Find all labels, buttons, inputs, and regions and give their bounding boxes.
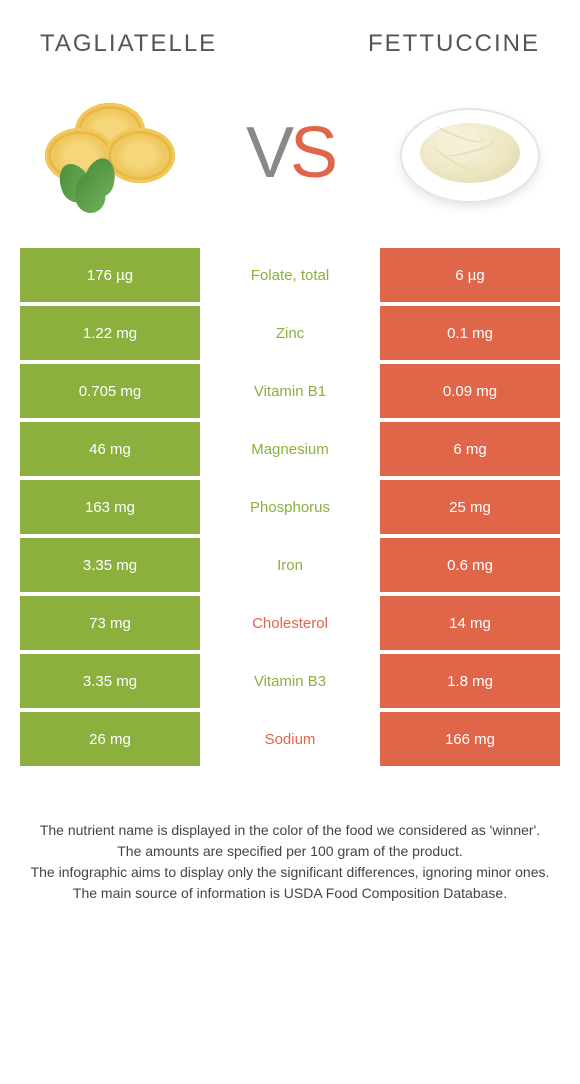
left-value-cell: 0.705 mg (20, 364, 200, 418)
footer-line-3: The infographic aims to display only the… (20, 862, 560, 883)
right-value-cell: 0.6 mg (380, 538, 560, 592)
hero-row: VS (0, 78, 580, 248)
nutrient-label-cell: Vitamin B1 (200, 364, 380, 418)
left-value-cell: 26 mg (20, 712, 200, 766)
left-value-cell: 46 mg (20, 422, 200, 476)
footer-line-2: The amounts are specified per 100 gram o… (20, 841, 560, 862)
right-value-cell: 14 mg (380, 596, 560, 650)
fettuccine-image (390, 88, 550, 218)
left-value-cell: 3.35 mg (20, 654, 200, 708)
left-value-cell: 3.35 mg (20, 538, 200, 592)
nutrient-label-cell: Phosphorus (200, 480, 380, 534)
right-value-cell: 6 mg (380, 422, 560, 476)
footer-notes: The nutrient name is displayed in the co… (0, 770, 580, 924)
header: Tagliatelle Fettuccine (0, 0, 580, 78)
right-food-title: Fettuccine (368, 30, 540, 58)
vs-v: V (246, 113, 290, 193)
table-row: 46 mgMagnesium6 mg (20, 422, 560, 476)
footer-line-4: The main source of information is USDA F… (20, 883, 560, 904)
right-value-cell: 6 µg (380, 248, 560, 302)
comparison-table: 176 µgFolate, total6 µg1.22 mgZinc0.1 mg… (0, 248, 580, 766)
vs-label: VS (246, 112, 334, 194)
nutrient-label-cell: Folate, total (200, 248, 380, 302)
table-row: 26 mgSodium166 mg (20, 712, 560, 766)
right-value-cell: 166 mg (380, 712, 560, 766)
tagliatelle-image (30, 88, 190, 218)
table-row: 3.35 mgIron0.6 mg (20, 538, 560, 592)
table-row: 3.35 mgVitamin B31.8 mg (20, 654, 560, 708)
right-value-cell: 25 mg (380, 480, 560, 534)
left-food-title: Tagliatelle (40, 30, 217, 58)
table-row: 176 µgFolate, total6 µg (20, 248, 560, 302)
right-value-cell: 1.8 mg (380, 654, 560, 708)
nutrient-label-cell: Cholesterol (200, 596, 380, 650)
nutrient-label-cell: Magnesium (200, 422, 380, 476)
vs-s: S (290, 113, 334, 193)
table-row: 163 mgPhosphorus25 mg (20, 480, 560, 534)
right-value-cell: 0.1 mg (380, 306, 560, 360)
footer-line-1: The nutrient name is displayed in the co… (20, 820, 560, 841)
left-value-cell: 1.22 mg (20, 306, 200, 360)
left-value-cell: 176 µg (20, 248, 200, 302)
nutrient-label-cell: Iron (200, 538, 380, 592)
table-row: 1.22 mgZinc0.1 mg (20, 306, 560, 360)
nutrient-label-cell: Vitamin B3 (200, 654, 380, 708)
table-row: 0.705 mgVitamin B10.09 mg (20, 364, 560, 418)
right-value-cell: 0.09 mg (380, 364, 560, 418)
left-value-cell: 163 mg (20, 480, 200, 534)
left-value-cell: 73 mg (20, 596, 200, 650)
nutrient-label-cell: Sodium (200, 712, 380, 766)
nutrient-label-cell: Zinc (200, 306, 380, 360)
table-row: 73 mgCholesterol14 mg (20, 596, 560, 650)
